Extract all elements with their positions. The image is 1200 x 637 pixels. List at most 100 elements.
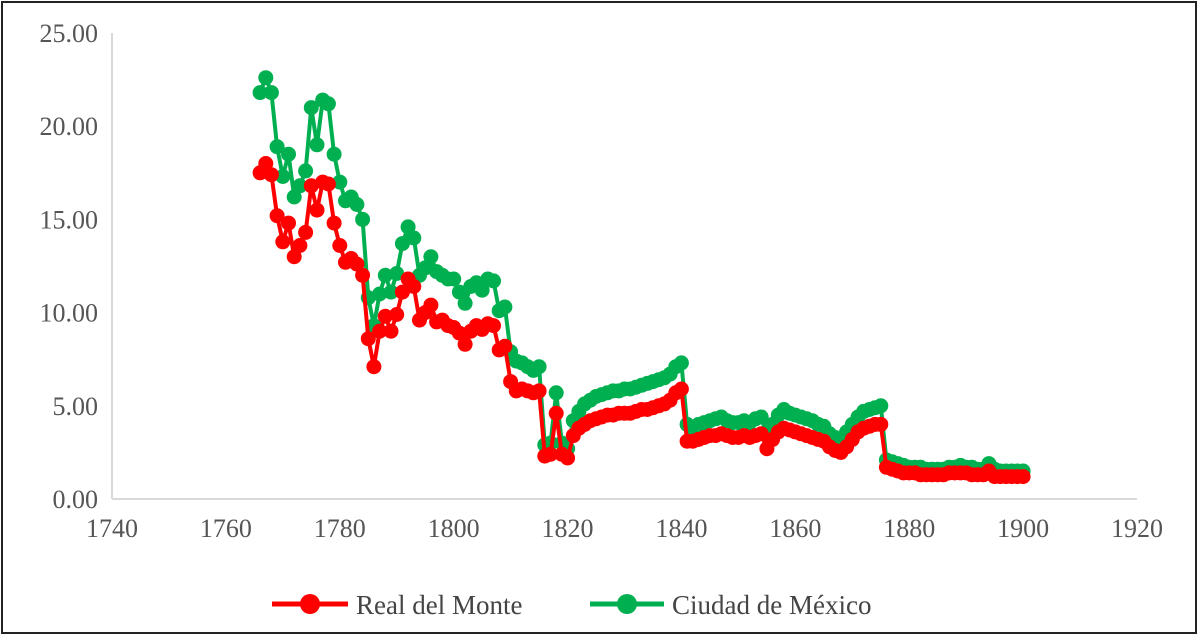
data-point [389,266,405,281]
data-point [332,174,348,190]
x-tick-label: 1880 [883,514,935,543]
data-point [286,189,302,205]
data-point [394,284,410,300]
data-point [355,211,371,227]
data-point [332,238,348,253]
data-point [326,146,342,162]
data-point [298,163,314,179]
data-point [543,446,558,462]
data-point [326,215,342,231]
data-point [1015,469,1031,485]
data-point [309,137,325,153]
data-point [275,234,291,250]
legend: Real del Monte Ciudad de México [272,590,871,620]
data-point [258,70,274,86]
legend-swatch-marker [617,594,637,614]
y-tick-label: 15.00 [40,205,99,234]
legend-swatch-marker [300,594,320,614]
data-point [446,271,462,287]
data-point [389,307,405,322]
data-point [406,279,422,294]
data-point [360,331,376,347]
y-tick-label: 25.00 [40,19,99,48]
data-point [377,267,393,283]
data-point [486,318,501,334]
x-tick-label: 1920 [1111,514,1163,543]
x-tick-label: 1780 [314,514,366,543]
data-point [372,286,388,302]
data-point [753,409,769,425]
data-point [355,267,371,283]
data-point [320,176,336,192]
data-point [673,381,689,397]
data-point [303,178,319,194]
data-point [474,282,490,298]
data-point [417,260,433,276]
x-tick-label: 1900 [997,514,1049,543]
data-point [281,215,296,231]
x-tick-label: 1840 [655,514,707,543]
data-point [457,295,473,311]
data-point [349,197,365,212]
data-point [457,336,473,352]
x-tick-label: 1800 [428,514,480,543]
x-tick-label: 1740 [86,514,138,543]
data-point [560,450,576,466]
data-point [269,139,285,155]
data-point [366,359,382,375]
data-point [548,385,564,401]
data-point [400,219,416,235]
data-point [377,308,393,324]
data-point [383,284,399,300]
data-point [406,230,422,246]
data-point [486,273,501,289]
data-point [423,249,439,265]
data-point [394,236,410,252]
data-point [873,398,889,414]
data-point [258,156,274,171]
data-point [673,355,689,371]
data-point [298,224,314,240]
data-point [275,169,291,184]
data-point [269,208,285,224]
data-point [548,405,564,421]
y-tick-labels: 0.00 5.00 10.00 15.00 20.00 25.00 [40,19,99,514]
legend-item-ciudad-de-mexico: Ciudad de México [590,590,871,620]
legend-label: Ciudad de México [672,590,871,620]
data-point [320,96,336,112]
x-tick-label: 1820 [542,514,594,543]
legend-label: Real del Monte [356,590,522,620]
data-point [531,359,547,375]
data-point [292,238,308,253]
data-point [497,338,513,354]
data-point [451,325,467,341]
data-point [252,85,268,101]
data-point [383,323,399,339]
axes: 0.00 5.00 10.00 15.00 20.00 25.00 1740 1760 178… [40,19,1164,543]
data-point [309,202,325,218]
y-tick-label: 5.00 [53,392,99,421]
x-tick-label: 1860 [769,514,821,543]
data-point [873,416,889,432]
x-tick-labels: 1740 1760 1780 1800 1820 1840 1860 1880 1900 1920 [86,514,1163,543]
series-layer [252,70,1031,485]
y-tick-label: 0.00 [53,485,99,514]
data-point [349,256,365,272]
data-point [281,146,296,162]
data-point [372,323,388,339]
data-point [286,249,302,265]
data-point [303,100,319,116]
legend-item-real-del-monte: Real del Monte [272,590,522,620]
data-point [263,85,279,101]
data-point [263,167,279,183]
data-point [531,383,547,399]
x-tick-label: 1760 [200,514,252,543]
data-point [292,178,308,194]
y-tick-label: 20.00 [40,112,99,141]
data-point [451,284,467,300]
data-point [423,297,439,313]
y-tick-label: 10.00 [40,299,99,328]
data-point [497,299,513,315]
